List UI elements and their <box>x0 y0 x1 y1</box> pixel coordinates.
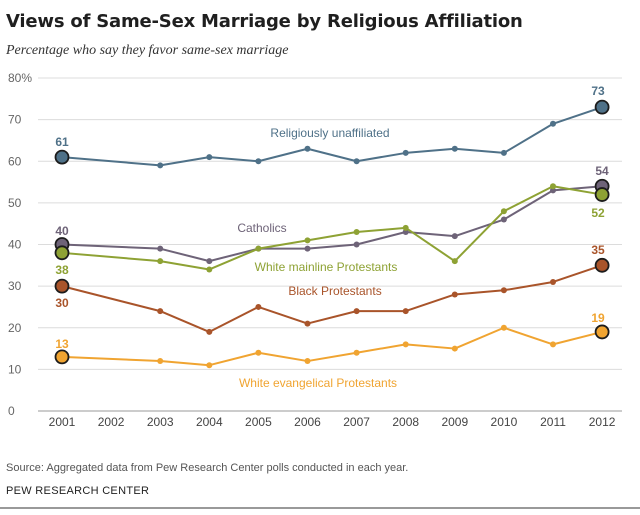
chart-subtitle: Percentage who say they favor same-sex m… <box>6 43 289 58</box>
data-point <box>550 187 556 194</box>
data-point <box>451 145 458 152</box>
series-label: Black Protestants <box>288 284 381 298</box>
data-point <box>255 158 262 165</box>
data-point <box>594 257 610 273</box>
x-tick-label: 2001 <box>49 415 76 429</box>
data-point <box>451 258 458 265</box>
x-tick-label: 2012 <box>589 415 616 429</box>
data-point <box>500 149 507 156</box>
data-point <box>550 183 556 190</box>
y-tick-label: 20 <box>8 321 22 335</box>
series-label: White evangelical Protestants <box>239 376 397 390</box>
data-point <box>500 216 507 223</box>
data-point <box>594 187 610 202</box>
start-value-label: 13 <box>55 337 69 351</box>
data-point <box>157 245 164 252</box>
data-point <box>353 349 360 356</box>
x-tick-label: 2009 <box>441 415 468 429</box>
data-point <box>304 145 311 152</box>
end-value-label: 54 <box>595 164 609 178</box>
y-tick-label: 70 <box>8 113 22 127</box>
data-point <box>550 341 556 348</box>
source-note: Source: Aggregated data from Pew Researc… <box>6 462 409 474</box>
data-point <box>54 349 70 365</box>
x-tick-label: 2006 <box>294 415 321 429</box>
y-tick-label: 30 <box>8 279 22 293</box>
data-point <box>304 358 311 365</box>
data-point <box>206 154 213 161</box>
data-point <box>54 278 70 294</box>
series-line <box>61 185 603 263</box>
data-point <box>500 287 507 294</box>
series-label: White mainline Protestants <box>255 260 398 274</box>
series-label: Catholics <box>237 221 286 235</box>
data-point <box>451 291 458 298</box>
organization-name: PEW RESEARCH CENTER <box>6 485 150 497</box>
x-tick-label: 2007 <box>343 415 370 429</box>
y-tick-label: 60 <box>8 154 22 168</box>
data-point <box>304 245 311 252</box>
data-point <box>255 349 262 356</box>
start-value-label: 30 <box>55 296 69 310</box>
data-point <box>157 162 164 169</box>
data-point <box>594 99 610 115</box>
start-value-label: 40 <box>55 224 69 238</box>
data-point <box>206 328 213 335</box>
y-tick-label: 80% <box>8 71 32 85</box>
data-point <box>157 258 164 265</box>
data-point <box>54 245 70 261</box>
data-point <box>353 229 360 236</box>
data-point <box>353 241 360 248</box>
series-label: Religiously unaffiliated <box>270 126 389 140</box>
data-point <box>304 320 311 327</box>
x-tick-label: 2011 <box>540 415 566 429</box>
chart-title: Views of Same-Sex Marriage by Religious … <box>6 11 523 32</box>
data-point <box>402 308 409 315</box>
series-line <box>61 326 603 367</box>
x-tick-label: 2002 <box>98 415 125 429</box>
data-point <box>402 224 409 231</box>
data-point <box>451 233 458 240</box>
end-value-label: 73 <box>591 84 605 98</box>
data-point <box>500 208 507 215</box>
x-tick-label: 2010 <box>491 415 518 429</box>
y-tick-label: 40 <box>8 238 22 252</box>
data-point <box>206 258 213 265</box>
data-point <box>206 266 213 273</box>
x-tick-label: 2004 <box>196 415 223 429</box>
x-tick-label: 2003 <box>147 415 174 429</box>
start-value-label: 61 <box>55 135 69 149</box>
x-tick-label: 2005 <box>245 415 272 429</box>
data-point <box>402 149 409 156</box>
data-point <box>304 237 311 244</box>
data-point <box>500 324 507 331</box>
data-point <box>451 345 458 352</box>
y-tick-label: 50 <box>8 196 22 210</box>
series-line <box>61 185 603 271</box>
data-point <box>157 358 164 365</box>
end-value-label: 19 <box>591 311 605 325</box>
y-tick-label: 10 <box>8 362 22 376</box>
end-value-label: 52 <box>591 206 605 220</box>
x-tick-label: 2008 <box>392 415 419 429</box>
data-point <box>157 308 164 315</box>
data-point <box>353 308 360 315</box>
y-tick-label: 0 <box>8 404 15 418</box>
bottom-divider <box>0 507 640 509</box>
data-point <box>255 245 262 252</box>
data-point <box>255 303 262 310</box>
data-point <box>550 120 556 127</box>
data-point <box>206 362 213 369</box>
data-point <box>594 324 610 340</box>
end-value-label: 35 <box>591 243 605 257</box>
data-point <box>402 341 409 348</box>
start-value-label: 38 <box>55 263 69 277</box>
series-line <box>61 264 603 333</box>
data-point <box>54 149 70 165</box>
data-point <box>353 158 360 165</box>
data-point <box>402 229 409 236</box>
data-point <box>550 278 556 285</box>
